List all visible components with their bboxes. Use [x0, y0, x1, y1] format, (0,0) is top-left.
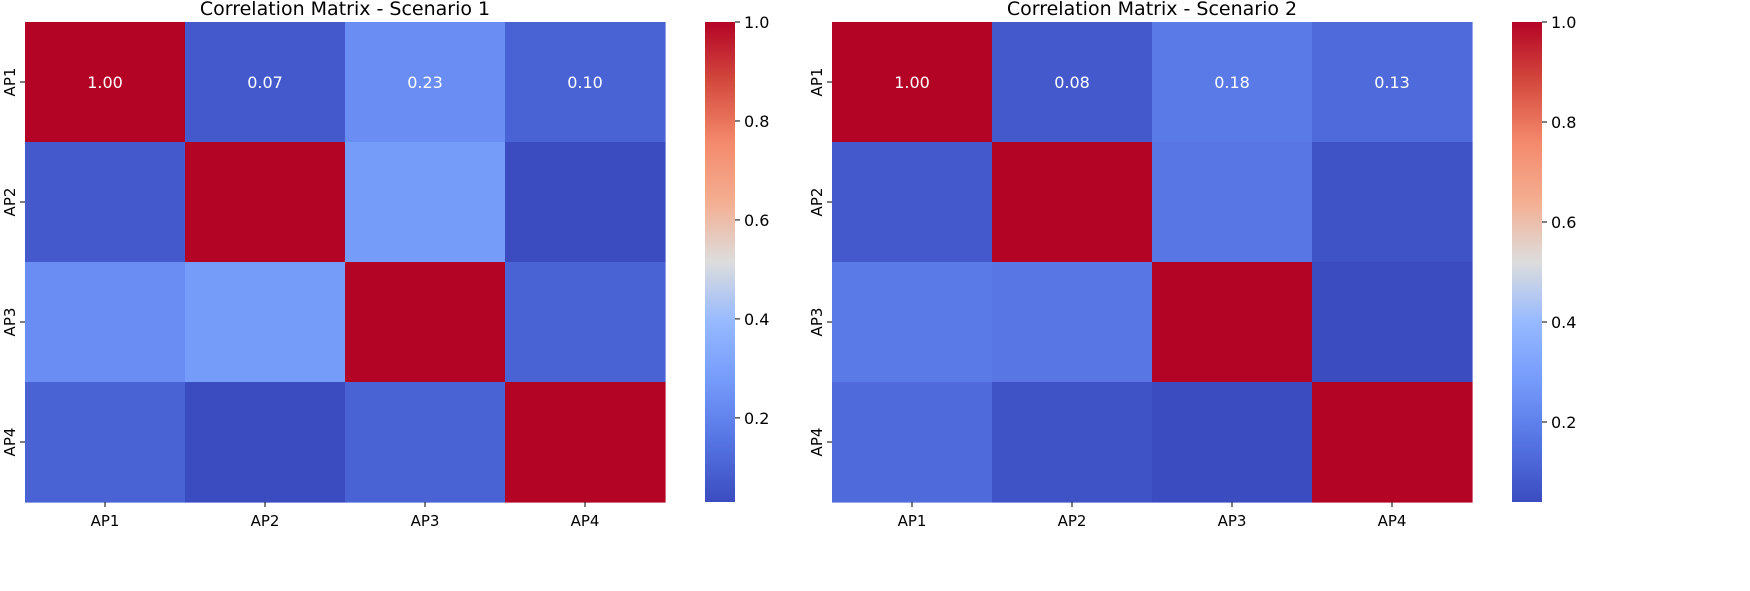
- heatmap-cell-r3-c3: [1152, 262, 1313, 383]
- cell-annotation: 0.13: [1374, 73, 1410, 92]
- x-tick-label: AP2: [251, 512, 280, 530]
- heatmap-cell-r2-c3: [1152, 142, 1313, 263]
- x-tick-label: AP1: [898, 512, 927, 530]
- y-tick-label: AP4: [808, 428, 826, 457]
- colorbar-tick-label: 0.2: [744, 409, 769, 428]
- chart-title: Correlation Matrix - Scenario 2: [1007, 0, 1297, 20]
- colorbar-tick-label: 0.4: [1551, 313, 1576, 332]
- heatmap-cell-r3-c2: [992, 262, 1153, 383]
- heatmap-cell-r1-c2: [185, 22, 346, 143]
- heatmap-cell-r4-c4: [1312, 382, 1473, 503]
- heatmap-cell-r2-c4: [1312, 142, 1473, 263]
- cell-annotation: 0.07: [247, 73, 283, 92]
- heatmap-cell-r2-c4: [505, 142, 666, 263]
- heatmap-cell-r3-c3: [345, 262, 506, 383]
- heatmap-cell-r4-c2: [185, 382, 346, 503]
- heatmap-panel-1: Correlation Matrix - Scenario 1 1.00 0.07 0…: [1, 0, 769, 530]
- cell-annotation: 0.18: [1214, 73, 1250, 92]
- heatmap-cell-r1-c1: [25, 22, 186, 143]
- y-tick-label: AP3: [808, 308, 826, 337]
- colorbar-tick-label: 1.0: [1551, 13, 1576, 32]
- y-tick-label: AP4: [1, 428, 19, 457]
- heatmap-cell-r1-c4: [505, 22, 666, 143]
- colorbar-tick-label: 0.4: [744, 310, 769, 329]
- heatmap-cell-r2-c2: [992, 142, 1153, 263]
- cell-annotation: 1.00: [87, 73, 123, 92]
- cell-annotation: 0.08: [1054, 73, 1090, 92]
- colorbar-tick-label: 0.8: [1551, 113, 1576, 132]
- heatmap-cell-r4-c1: [832, 382, 993, 503]
- colorbar-tick-label: 0.8: [744, 112, 769, 131]
- heatmap-cell-r3-c2: [185, 262, 346, 383]
- heatmap-cell-r3-c4: [1312, 262, 1473, 383]
- colorbar: [1512, 22, 1542, 502]
- cell-annotation: 1.00: [894, 73, 930, 92]
- heatmap-cell-r4-c1: [25, 382, 186, 503]
- heatmap-cell-r2-c1: [25, 142, 186, 263]
- x-tick-label: AP4: [1378, 512, 1407, 530]
- heatmap-cell-r2-c2: [185, 142, 346, 263]
- heatmap-cell-r3-c1: [25, 262, 186, 383]
- heatmap-cell-r1-c3: [345, 22, 506, 143]
- x-tick-label: AP4: [571, 512, 600, 530]
- cell-annotation: 0.23: [407, 73, 443, 92]
- heatmap-cell-r3-c1: [832, 262, 993, 383]
- colorbar: [705, 22, 735, 502]
- heatmap-cell-r2-c3: [345, 142, 506, 263]
- heatmap-cell-r4-c4: [505, 382, 666, 503]
- x-tick-label: AP1: [91, 512, 120, 530]
- heatmap-cell-r1-c3: [1152, 22, 1313, 143]
- cell-annotation: 0.10: [567, 73, 603, 92]
- heatmap-cell-r4-c3: [1152, 382, 1313, 503]
- x-tick-label: AP3: [411, 512, 440, 530]
- chart-title: Correlation Matrix - Scenario 1: [200, 0, 490, 20]
- colorbar-tick-label: 0.2: [1551, 413, 1576, 432]
- x-tick-label: AP2: [1058, 512, 1087, 530]
- colorbar-tick-label: 1.0: [744, 13, 769, 32]
- y-tick-label: AP2: [808, 188, 826, 217]
- y-tick-label: AP1: [1, 68, 19, 97]
- heatmap-cell-r1-c1: [832, 22, 993, 143]
- heatmap-cell-r1-c2: [992, 22, 1153, 143]
- heatmap-cell-r3-c4: [505, 262, 666, 383]
- y-tick-label: AP2: [1, 188, 19, 217]
- heatmap-cell-r1-c4: [1312, 22, 1473, 143]
- y-tick-label: AP1: [808, 68, 826, 97]
- heatmap-cell-r2-c1: [832, 142, 993, 263]
- heatmap-panel-2: Correlation Matrix - Scenario 2 1.00 0.08 0…: [808, 0, 1576, 530]
- colorbar-tick-label: 0.6: [744, 211, 769, 230]
- heatmap-cell-r4-c2: [992, 382, 1153, 503]
- x-tick-label: AP3: [1218, 512, 1247, 530]
- heatmap-cell-r4-c3: [345, 382, 506, 503]
- y-tick-label: AP3: [1, 308, 19, 337]
- colorbar-tick-label: 0.6: [1551, 213, 1576, 232]
